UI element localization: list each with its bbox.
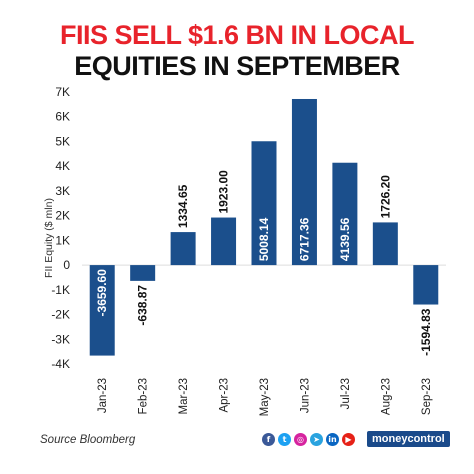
y-tick-label: 0 — [63, 258, 70, 272]
y-tick-label: -2K — [51, 308, 70, 322]
data-label: 1923.00 — [217, 170, 231, 214]
y-tick-label: -4K — [51, 357, 70, 371]
bar — [291, 98, 317, 266]
x-tick-label: Mar-23 — [178, 378, 190, 414]
data-label: 1334.65 — [176, 184, 190, 228]
bar — [372, 222, 398, 266]
chart-title-line1: FIIS SELL $1.6 BN IN LOCAL — [59, 20, 415, 50]
bar — [413, 265, 439, 305]
x-tick-label: Jun-23 — [299, 378, 311, 413]
y-tick-label: 3K — [55, 184, 70, 198]
data-label: 4139.56 — [338, 217, 352, 261]
data-label: -638.87 — [136, 285, 150, 326]
youtube-icon[interactable]: ▶ — [342, 433, 355, 446]
x-tick-label: Aug-23 — [380, 378, 392, 415]
y-tick-label: -3K — [51, 332, 70, 346]
y-tick-label: 5K — [55, 134, 70, 148]
data-label: -1594.83 — [419, 308, 433, 356]
bar — [170, 232, 196, 266]
chart-title-line2: EQUITIES IN SEPTEMBER — [74, 51, 400, 81]
data-label: 6717.36 — [297, 217, 311, 261]
bar — [211, 217, 237, 266]
x-tick-label: Feb-23 — [138, 378, 150, 414]
facebook-icon[interactable]: f — [262, 433, 275, 446]
y-tick-label: 1K — [55, 233, 70, 247]
y-tick-label: 2K — [55, 209, 70, 223]
social-icons: f t ◎ ➤ in ▶ — [262, 433, 355, 446]
brand-logo: moneycontrol — [367, 431, 450, 447]
y-axis-label: FII Equity ($ mln) — [43, 198, 55, 278]
bar — [332, 162, 358, 266]
y-tick-label: 6K — [55, 110, 70, 124]
x-tick-label: Jul-23 — [340, 378, 352, 409]
bar — [251, 141, 277, 266]
bar — [89, 265, 115, 356]
telegram-icon[interactable]: ➤ — [310, 433, 323, 446]
y-tick-label: 4K — [55, 159, 70, 173]
twitter-icon[interactable]: t — [278, 433, 291, 446]
y-tick-label: -1K — [51, 283, 70, 297]
data-label: -3659.60 — [95, 269, 109, 317]
source-note: Source Bloomberg — [40, 434, 136, 446]
bar — [130, 265, 156, 281]
data-label: 1726.20 — [378, 175, 392, 219]
x-tick-label: Sep-23 — [421, 378, 433, 415]
y-tick-label: 7K — [55, 85, 70, 99]
x-tick-label: May-23 — [259, 378, 271, 416]
x-tick-label: Jan-23 — [97, 378, 109, 413]
data-label: 5008.14 — [257, 217, 271, 261]
instagram-icon[interactable]: ◎ — [294, 433, 307, 446]
x-tick-label: Apr-23 — [219, 378, 231, 413]
linkedin-icon[interactable]: in — [326, 433, 339, 446]
